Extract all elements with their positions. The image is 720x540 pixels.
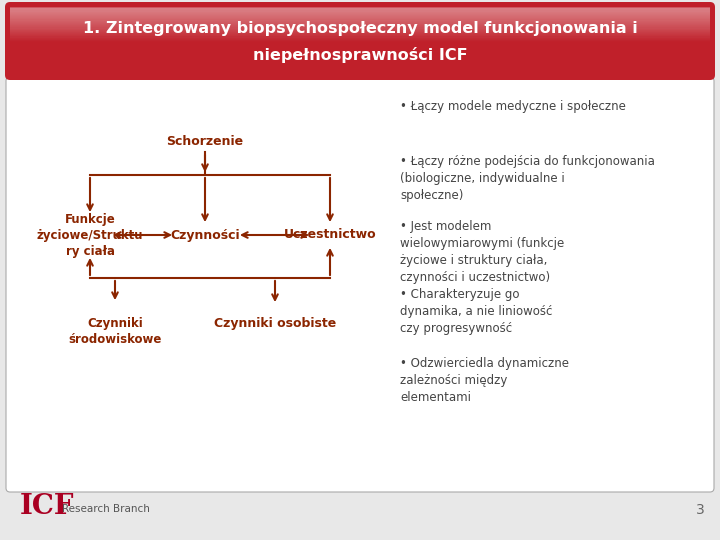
Bar (10, 25, 710, 28)
Text: • Łączy różne podejścia do funkcjonowania
(biologiczne, indywidualne i
społeczne: • Łączy różne podejścia do funkcjonowani… (400, 155, 655, 202)
Text: Research Branch: Research Branch (62, 504, 150, 514)
Bar (10, 21, 710, 23)
Bar (10, 8, 710, 10)
Text: Uczestnictwo: Uczestnictwo (284, 228, 377, 241)
Text: Czynności: Czynności (170, 228, 240, 241)
Bar (10, 14, 710, 16)
Bar (10, 17, 710, 19)
Bar (10, 23, 710, 25)
Bar (10, 22, 710, 24)
Bar (10, 7, 710, 9)
Bar (10, 33, 710, 35)
Bar (10, 32, 710, 34)
Bar (10, 39, 710, 41)
Bar (10, 15, 710, 17)
Bar (10, 31, 710, 33)
Bar (10, 24, 710, 26)
Text: • Odzwierciedla dynamiczne
zależności między
elementami: • Odzwierciedla dynamiczne zależności mi… (400, 357, 569, 404)
Text: 3: 3 (696, 503, 705, 517)
Bar (10, 18, 710, 21)
FancyBboxPatch shape (6, 77, 714, 492)
Text: • Łączy modele medyczne i społeczne: • Łączy modele medyczne i społeczne (400, 100, 626, 113)
Bar (10, 19, 710, 22)
Text: Funkcje
życiowe/Struktu
ry ciała: Funkcje życiowe/Struktu ry ciała (37, 213, 143, 258)
Text: 1. Zintegrowany biopsychospołeczny model funkcjonowania i: 1. Zintegrowany biopsychospołeczny model… (83, 21, 637, 36)
Text: • Jest modelem
wielowymiarowymi (funkcje
życiowe i struktury ciała,
czynności i : • Jest modelem wielowymiarowymi (funkcje… (400, 220, 564, 284)
Bar (10, 30, 710, 32)
Bar (10, 16, 710, 18)
Bar (10, 40, 710, 42)
Bar (10, 38, 710, 40)
Text: • Charakteryzuje go
dynamika, a nie liniowość
czy progresywność: • Charakteryzuje go dynamika, a nie lini… (400, 288, 552, 335)
Bar (10, 26, 710, 29)
Bar (10, 34, 710, 37)
Bar (10, 35, 710, 38)
Bar (10, 9, 710, 11)
Bar (10, 12, 710, 15)
Text: niepełnosprawności ICF: niepełnosprawności ICF (253, 46, 467, 63)
Text: ICF: ICF (20, 492, 74, 519)
Text: Czynniki
środowiskowe: Czynniki środowiskowe (68, 317, 162, 346)
Text: Czynniki osobiste: Czynniki osobiste (214, 317, 336, 330)
Bar (10, 10, 710, 12)
Bar (10, 11, 710, 14)
Bar (10, 28, 710, 30)
Text: Schorzenie: Schorzenie (166, 135, 243, 148)
Bar (10, 29, 710, 31)
FancyBboxPatch shape (5, 2, 715, 80)
Bar (10, 37, 710, 39)
